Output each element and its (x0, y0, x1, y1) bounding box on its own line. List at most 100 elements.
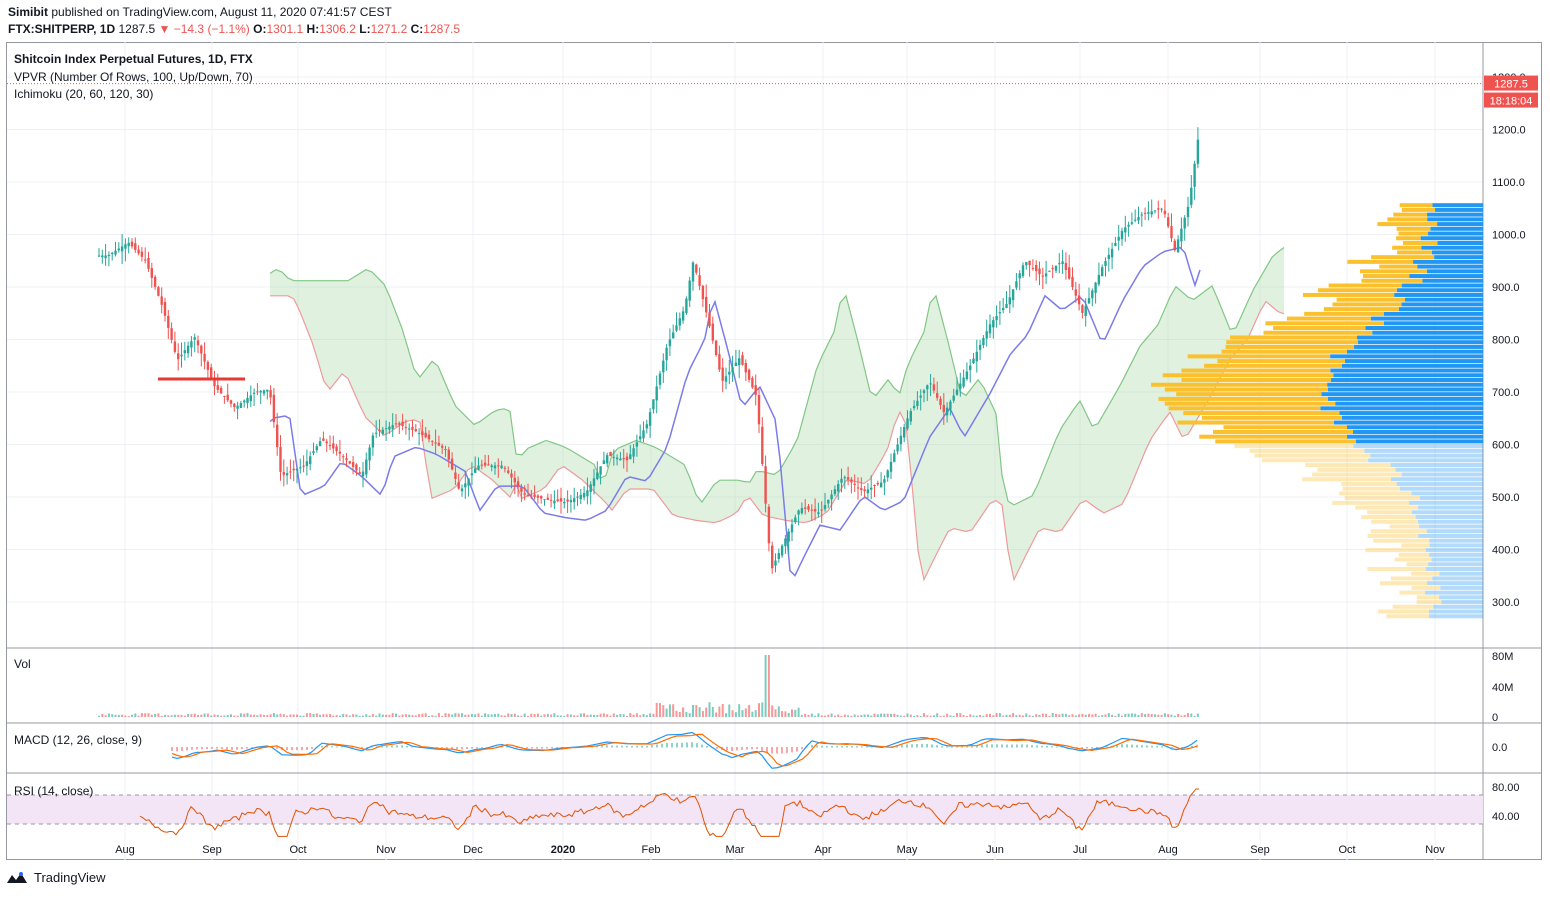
volume-bar (368, 715, 371, 717)
x-tick-label: Sep (202, 844, 222, 856)
macd-histogram-bar (671, 742, 673, 748)
macd-histogram-bar (601, 745, 603, 748)
vpvr-down-bar (1393, 212, 1428, 217)
vpvr-legend[interactable]: VPVR (Number Of Rows, 100, Up/Down, 70) (14, 70, 253, 84)
senkou-span-b (270, 295, 1285, 582)
volume-bar (655, 702, 658, 717)
vpvr-down-bar (1162, 373, 1334, 378)
candle-body (259, 390, 262, 393)
macd-histogram-bar (296, 747, 298, 751)
close-label: C: (410, 22, 424, 36)
footer[interactable]: TradingView (6, 870, 106, 885)
volume-bar (682, 707, 685, 717)
vpvr-down-bar (1234, 444, 1354, 449)
candle-body (272, 394, 276, 423)
volume-bar (596, 714, 599, 717)
volume-bar (721, 703, 724, 717)
macd-histogram-bar (1136, 744, 1138, 748)
publisher-name[interactable]: Simibit (8, 5, 49, 19)
volume-bar (817, 713, 820, 717)
volume-bar (164, 714, 166, 717)
vpvr-up-bar (1417, 519, 1483, 524)
candle-body (111, 252, 114, 254)
vpvr-up-bar (1441, 600, 1483, 605)
candle-body (883, 479, 886, 483)
candle-body (553, 500, 556, 504)
candle-body (348, 461, 351, 464)
tradingview-logo-icon (7, 871, 27, 883)
volume-bar (1018, 714, 1021, 717)
macd-histogram-bar (861, 746, 863, 748)
volume-bar (804, 713, 807, 717)
macd-histogram-bar (851, 746, 853, 748)
volume-bar (259, 714, 262, 717)
vpvr-up-bar (1401, 283, 1483, 288)
candle-body (355, 464, 358, 471)
candle-body (1051, 268, 1054, 270)
rsi-line (139, 788, 1199, 837)
macd-histogram-bar (366, 747, 368, 748)
macd-histogram-bar (291, 747, 293, 751)
macd-histogram-bar (781, 747, 783, 754)
y-tick-label: 900.0 (1492, 282, 1520, 294)
candle-body (1084, 305, 1087, 316)
y-tick-label: 700.0 (1492, 387, 1520, 399)
candle-body (903, 427, 906, 438)
symbol-line: FTX:SHITPERP, 1D 1287.5 ▼ −14.3 (−1.1%) … (8, 22, 460, 36)
volume-bar (1180, 715, 1183, 717)
macd-histogram-bar (236, 747, 238, 750)
candle-body (404, 426, 408, 428)
vpvr-up-bar (1327, 382, 1483, 387)
vpvr-up-bar (1425, 548, 1483, 553)
candle-body (906, 418, 909, 429)
volume-bar (137, 715, 140, 717)
candle-body (1110, 248, 1114, 258)
volume-legend[interactable]: Vol (14, 657, 31, 671)
chart-frame[interactable] (6, 42, 1542, 860)
candle-body (843, 477, 846, 479)
candle-body (1015, 281, 1018, 288)
volume-bar (761, 702, 764, 717)
candle-body (345, 458, 348, 461)
candle-body (615, 457, 619, 460)
candle-body (873, 484, 876, 486)
candle-body (573, 498, 576, 503)
macd-histogram-bar (306, 747, 308, 751)
candle-body (569, 499, 573, 503)
candle-body (483, 462, 487, 466)
volume-bar (1005, 714, 1008, 717)
candle-body (886, 470, 889, 478)
volume-bar (312, 713, 315, 717)
volume-bar (144, 713, 147, 717)
volume-bar (170, 715, 173, 717)
macd-histogram-bar (476, 747, 478, 749)
macd-histogram-bar (691, 742, 693, 748)
candle-body (361, 471, 365, 477)
candle-body (586, 490, 589, 497)
vpvr-down-bar (1341, 481, 1397, 486)
macd-histogram-bar (1001, 744, 1003, 748)
volume-bar (942, 715, 945, 717)
volume-bar (639, 715, 642, 717)
volume-bar (866, 714, 869, 717)
candle-body (1077, 295, 1081, 305)
volume-bar (1111, 714, 1114, 717)
candle-body (150, 268, 153, 278)
candle-body (338, 451, 342, 454)
candle-body (104, 255, 107, 259)
vpvr-up-bar (1330, 354, 1483, 359)
macd-legend[interactable]: MACD (12, 26, close, 9) (14, 733, 143, 747)
volume-bar (272, 713, 275, 717)
candle-body (992, 320, 995, 328)
macd-histogram-bar (1116, 744, 1118, 748)
rsi-legend[interactable]: RSI (14, close) (14, 784, 94, 798)
ichimoku-legend[interactable]: Ichimoku (20, 60, 120, 30) (14, 87, 154, 101)
vpvr-down-bar (1389, 524, 1420, 529)
volume-bar (1193, 715, 1196, 717)
vpvr-up-bar (1425, 590, 1483, 595)
symbol: FTX:SHITPERP, 1D (8, 22, 116, 36)
candle-body (662, 360, 665, 373)
volume-bar (916, 715, 919, 717)
vpvr-down-bar (1217, 359, 1345, 364)
